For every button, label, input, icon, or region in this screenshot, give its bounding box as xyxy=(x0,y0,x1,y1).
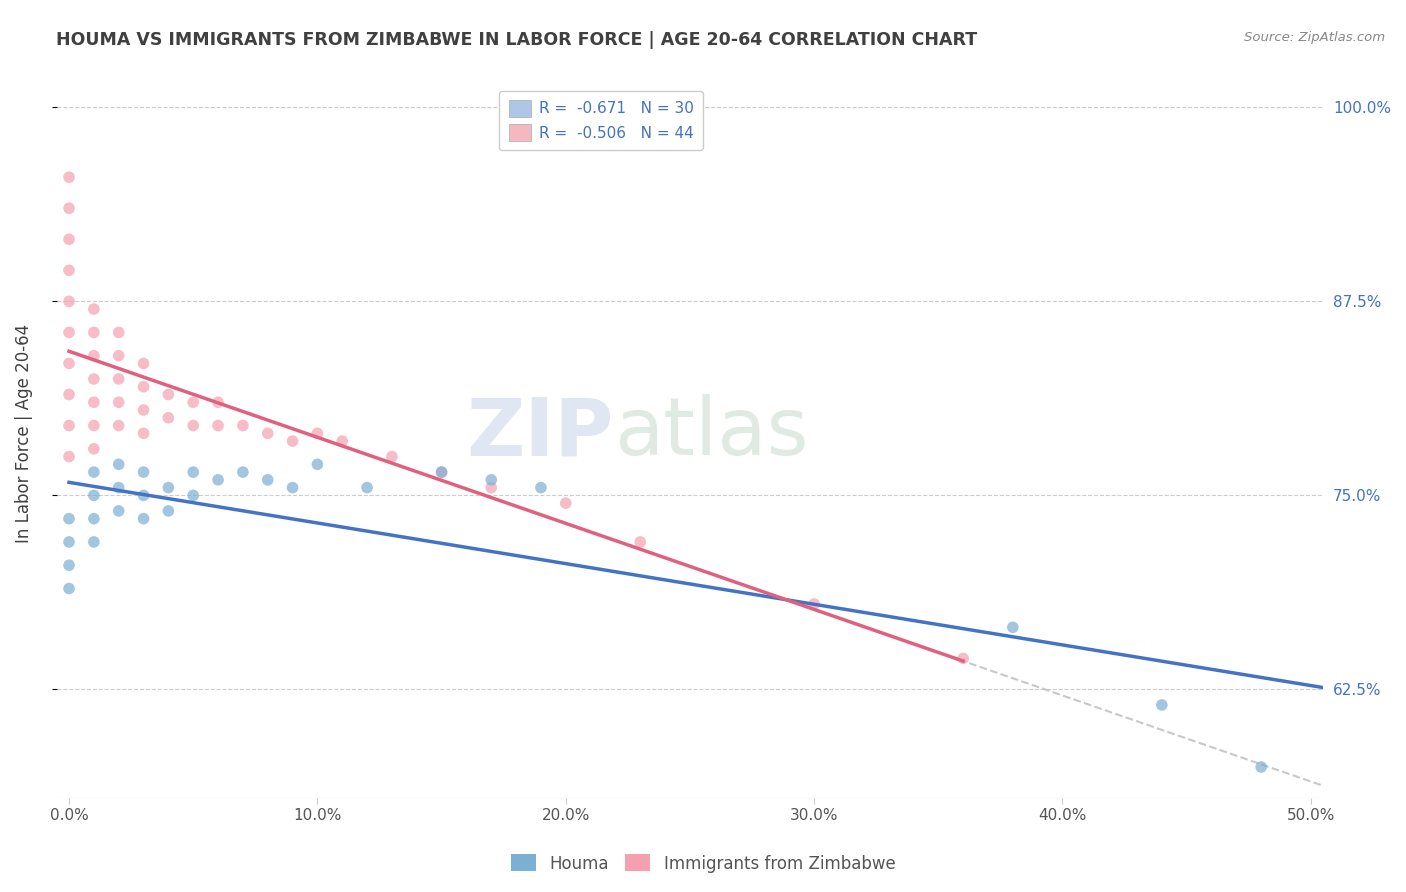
Point xyxy=(207,418,229,433)
Point xyxy=(381,450,404,464)
Y-axis label: In Labor Force | Age 20-64: In Labor Force | Age 20-64 xyxy=(15,324,32,543)
Point xyxy=(83,465,105,479)
Point xyxy=(330,434,353,448)
Point xyxy=(479,481,502,495)
Point xyxy=(256,426,278,441)
Point xyxy=(58,356,80,370)
Point xyxy=(107,458,129,472)
Legend: Houma, Immigrants from Zimbabwe: Houma, Immigrants from Zimbabwe xyxy=(503,847,903,880)
Point xyxy=(83,302,105,317)
Point xyxy=(107,372,129,386)
Point xyxy=(207,395,229,409)
Point xyxy=(952,651,974,665)
Text: ZIP: ZIP xyxy=(467,394,614,472)
Point xyxy=(58,263,80,277)
Point xyxy=(58,450,80,464)
Text: atlas: atlas xyxy=(614,394,808,472)
Point xyxy=(1150,698,1173,712)
Point xyxy=(157,387,180,401)
Point xyxy=(1001,620,1024,634)
Point xyxy=(107,349,129,363)
Point xyxy=(181,395,204,409)
Point xyxy=(803,597,825,611)
Point xyxy=(157,481,180,495)
Point xyxy=(83,418,105,433)
Point xyxy=(58,294,80,309)
Point xyxy=(83,372,105,386)
Point xyxy=(58,511,80,525)
Legend: R =  -0.671   N = 30, R =  -0.506   N = 44: R = -0.671 N = 30, R = -0.506 N = 44 xyxy=(499,91,703,150)
Point xyxy=(58,387,80,401)
Point xyxy=(232,418,254,433)
Point xyxy=(83,535,105,549)
Point xyxy=(281,434,304,448)
Point xyxy=(83,349,105,363)
Text: HOUMA VS IMMIGRANTS FROM ZIMBABWE IN LABOR FORCE | AGE 20-64 CORRELATION CHART: HOUMA VS IMMIGRANTS FROM ZIMBABWE IN LAB… xyxy=(56,31,977,49)
Point xyxy=(207,473,229,487)
Point xyxy=(307,458,329,472)
Point xyxy=(132,403,155,417)
Point xyxy=(58,326,80,340)
Point xyxy=(58,170,80,185)
Point xyxy=(58,558,80,573)
Point xyxy=(132,511,155,525)
Point xyxy=(430,465,453,479)
Point xyxy=(1250,760,1272,774)
Point xyxy=(430,465,453,479)
Point xyxy=(83,511,105,525)
Point xyxy=(107,418,129,433)
Point xyxy=(83,488,105,502)
Point xyxy=(256,473,278,487)
Point xyxy=(181,418,204,433)
Point xyxy=(132,488,155,502)
Point xyxy=(181,465,204,479)
Point xyxy=(58,418,80,433)
Point xyxy=(58,535,80,549)
Point xyxy=(132,465,155,479)
Point xyxy=(554,496,576,510)
Point xyxy=(58,201,80,215)
Point xyxy=(58,232,80,246)
Point xyxy=(181,488,204,502)
Point xyxy=(132,380,155,394)
Point xyxy=(83,442,105,456)
Point xyxy=(628,535,651,549)
Point xyxy=(356,481,378,495)
Point xyxy=(232,465,254,479)
Text: Source: ZipAtlas.com: Source: ZipAtlas.com xyxy=(1244,31,1385,45)
Point xyxy=(479,473,502,487)
Point xyxy=(83,395,105,409)
Point xyxy=(132,426,155,441)
Point xyxy=(107,395,129,409)
Point xyxy=(107,326,129,340)
Point xyxy=(157,504,180,518)
Point xyxy=(132,356,155,370)
Point xyxy=(107,481,129,495)
Point xyxy=(58,582,80,596)
Point xyxy=(307,426,329,441)
Point xyxy=(107,504,129,518)
Point xyxy=(157,410,180,425)
Point xyxy=(530,481,553,495)
Point xyxy=(83,326,105,340)
Point xyxy=(281,481,304,495)
